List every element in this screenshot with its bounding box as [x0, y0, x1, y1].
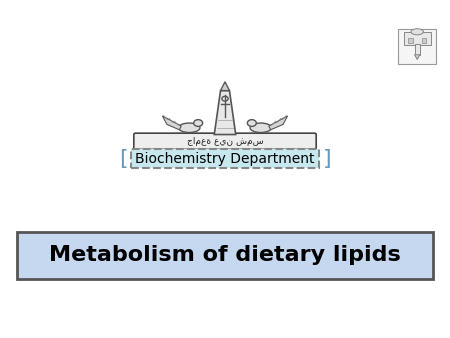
- Circle shape: [248, 120, 256, 126]
- Polygon shape: [414, 55, 420, 59]
- Ellipse shape: [411, 29, 423, 35]
- Ellipse shape: [179, 123, 200, 132]
- Polygon shape: [214, 91, 236, 135]
- Bar: [404, 32, 431, 45]
- Bar: [414, 44, 420, 55]
- Text: Biochemistry Department: Biochemistry Department: [135, 152, 315, 166]
- Text: ]: ]: [323, 149, 331, 169]
- Polygon shape: [162, 116, 181, 130]
- Text: Metabolism of dietary lipids: Metabolism of dietary lipids: [49, 245, 401, 265]
- FancyBboxPatch shape: [131, 149, 319, 168]
- Ellipse shape: [250, 123, 271, 132]
- Polygon shape: [269, 116, 288, 130]
- Text: جامعة عين شمس: جامعة عين شمس: [187, 137, 263, 146]
- Circle shape: [194, 120, 202, 126]
- Polygon shape: [220, 82, 230, 91]
- FancyBboxPatch shape: [17, 232, 433, 279]
- Bar: [398, 29, 436, 64]
- FancyBboxPatch shape: [134, 133, 316, 149]
- Bar: [422, 38, 426, 43]
- Text: [: [: [119, 149, 127, 169]
- Bar: [408, 38, 413, 43]
